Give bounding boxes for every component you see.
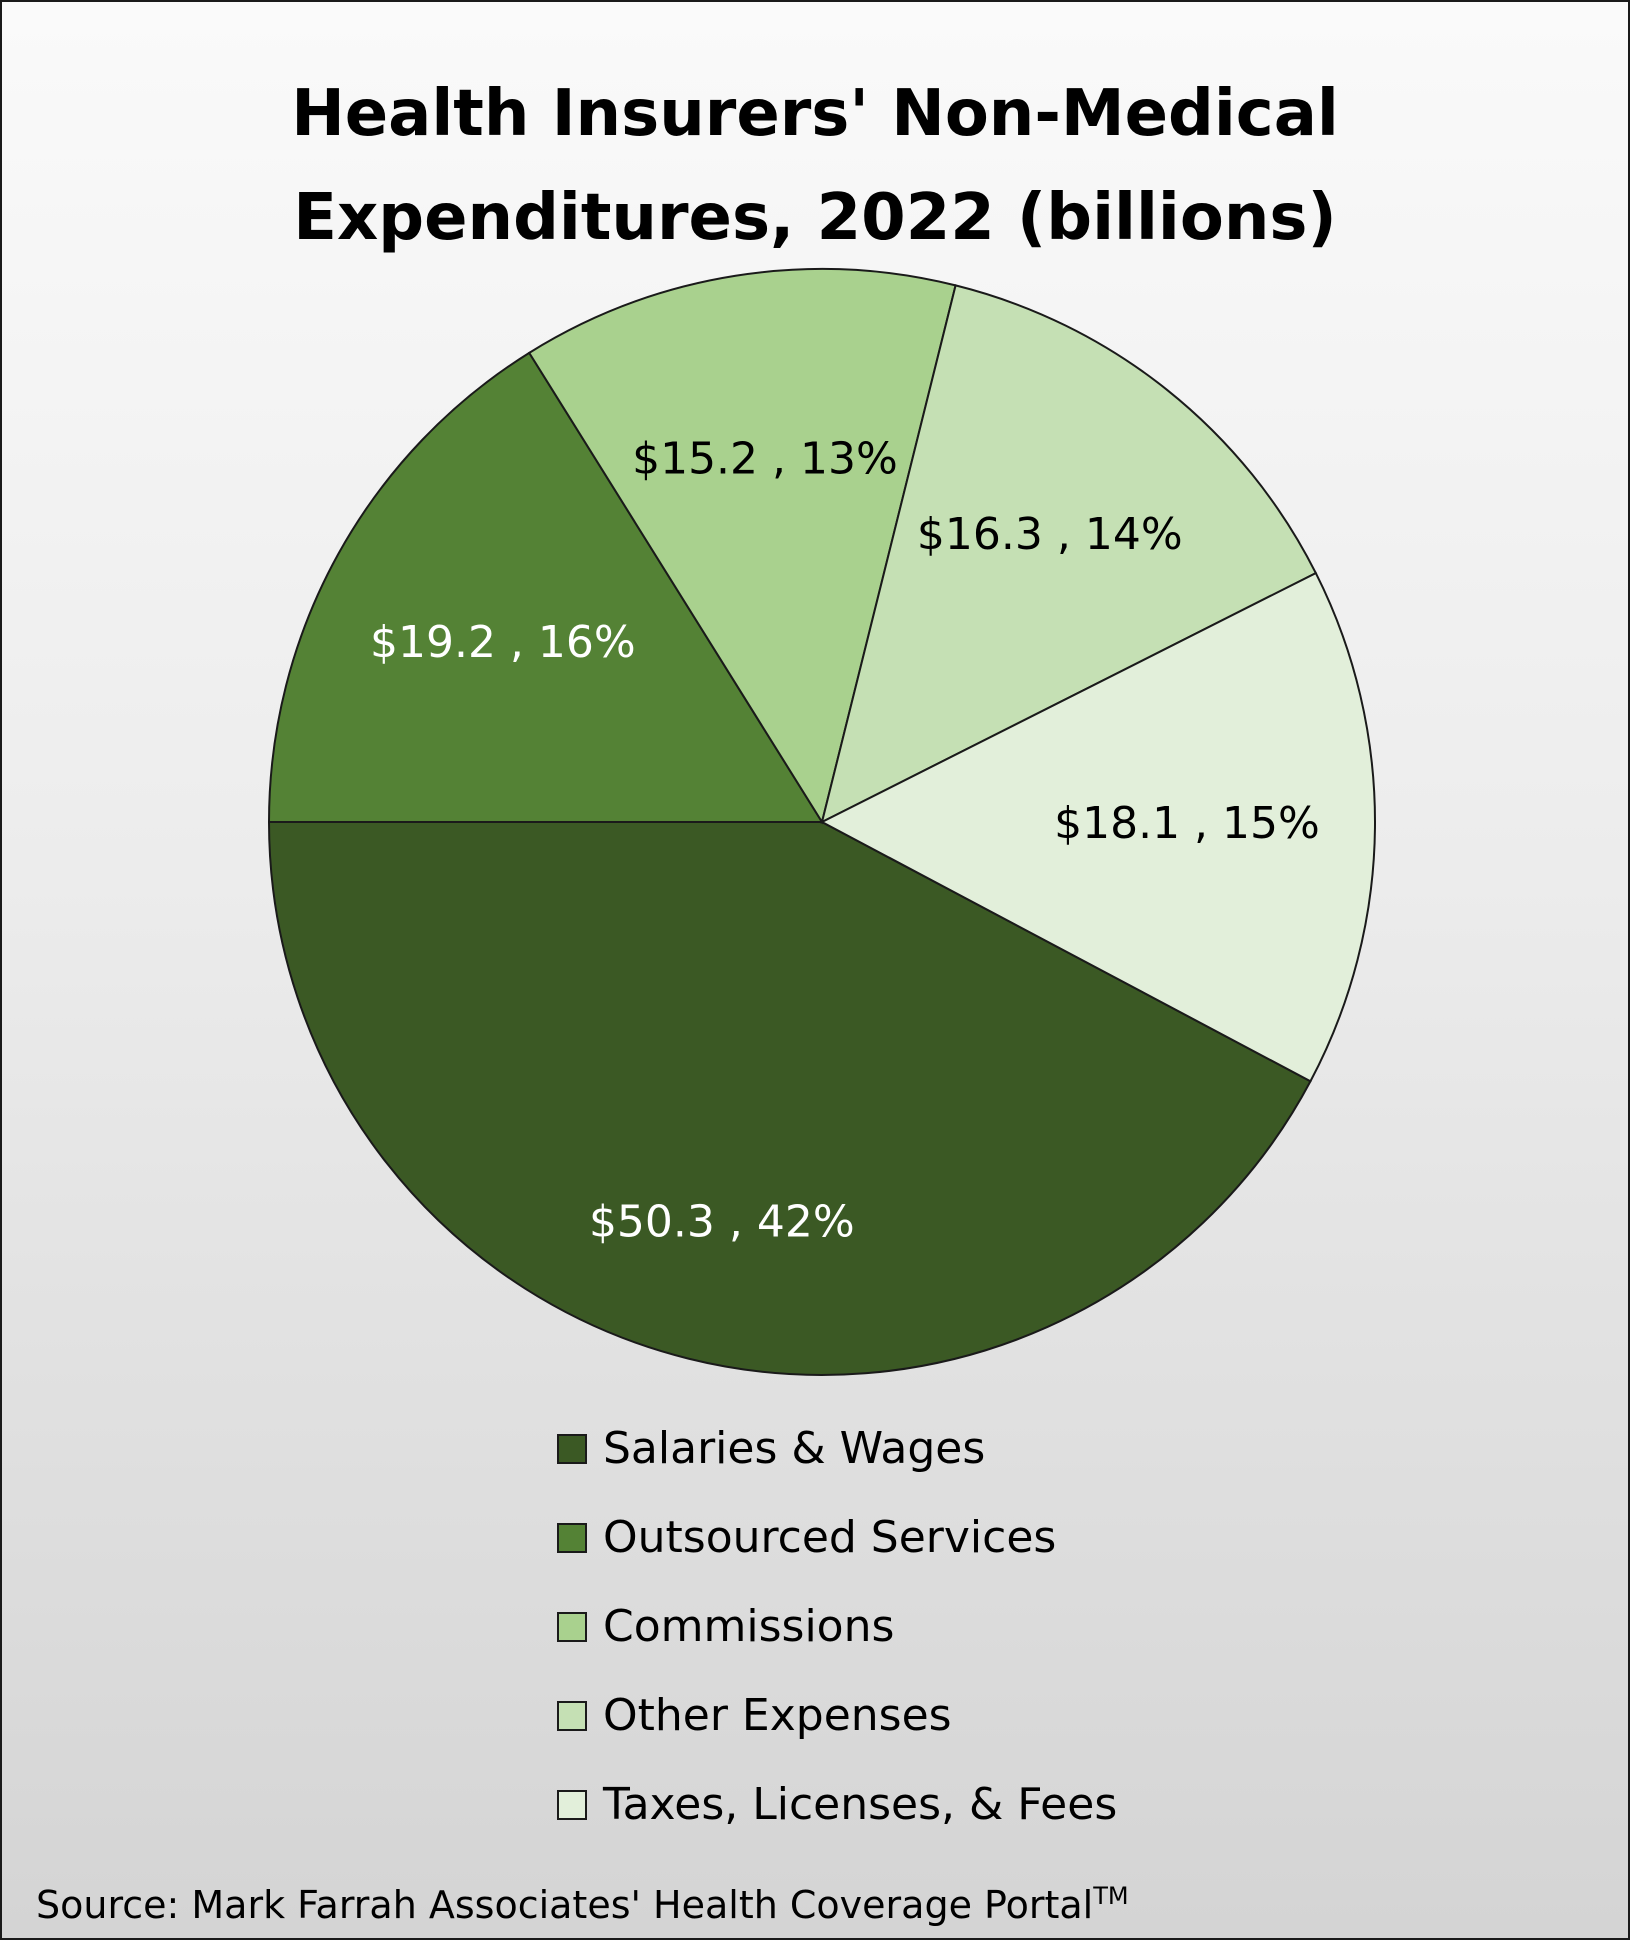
trademark-mark: TM: [1093, 1882, 1129, 1910]
data-label: $15.2 , 13%: [632, 434, 898, 485]
data-label: $16.3 , 14%: [917, 509, 1183, 560]
data-label: $18.1 , 15%: [1054, 798, 1320, 849]
pie-slice-other-expenses: [820, 284, 1318, 824]
source-text: Source: Mark Farrah Associates' Health C…: [36, 1883, 1094, 1927]
legend-item: Outsourced Services: [557, 1493, 1117, 1582]
source-note: Source: Mark Farrah Associates' Health C…: [36, 1882, 1129, 1927]
legend-label: Outsourced Services: [603, 1512, 1057, 1563]
data-label: $50.3 , 42%: [589, 1196, 855, 1247]
legend-label: Other Expenses: [603, 1690, 952, 1741]
legend-label: Commissions: [603, 1601, 895, 1652]
pie-slice-outsourced-services: [267, 351, 824, 823]
pie-slice-taxes-licenses-fees: [819, 571, 1376, 1083]
chart-legend: Salaries & Wages Outsourced Services Commi…: [557, 1404, 1117, 1849]
legend-item: Salaries & Wages: [557, 1404, 1117, 1493]
legend-swatch: [557, 1611, 587, 1642]
pie-slice-commissions: [527, 267, 957, 825]
pie-slice-salaries-wages: [267, 821, 1312, 1376]
legend-item: Other Expenses: [557, 1671, 1117, 1760]
legend-label: Salaries & Wages: [603, 1423, 986, 1474]
legend-label: Taxes, Licenses, & Fees: [603, 1779, 1118, 1830]
legend-item: Taxes, Licenses, & Fees: [557, 1760, 1117, 1849]
chart-title: Health Insurers' Non-Medical Expenditure…: [2, 62, 1628, 270]
chart-title-line-2: Expenditures, 2022 (billions): [293, 181, 1337, 255]
legend-item: Commissions: [557, 1582, 1117, 1671]
data-label: $19.2 , 16%: [370, 617, 636, 668]
legend-swatch: [557, 1789, 587, 1820]
chart-title-line-1: Health Insurers' Non-Medical: [291, 77, 1339, 151]
legend-swatch: [557, 1433, 587, 1464]
legend-swatch: [557, 1522, 587, 1553]
legend-swatch: [557, 1700, 587, 1731]
